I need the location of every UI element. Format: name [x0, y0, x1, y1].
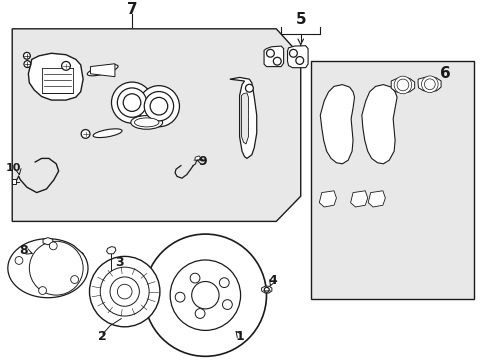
- Circle shape: [150, 98, 167, 115]
- Circle shape: [23, 52, 30, 59]
- Circle shape: [117, 88, 146, 117]
- Polygon shape: [350, 191, 367, 207]
- Text: 4: 4: [268, 274, 277, 287]
- Polygon shape: [12, 179, 16, 184]
- Polygon shape: [43, 238, 53, 245]
- Polygon shape: [195, 156, 200, 160]
- Circle shape: [39, 287, 46, 294]
- Text: 5: 5: [295, 12, 305, 27]
- Circle shape: [144, 91, 173, 121]
- Circle shape: [29, 241, 83, 295]
- Circle shape: [144, 234, 266, 356]
- Text: 3: 3: [115, 256, 123, 269]
- Circle shape: [245, 84, 253, 92]
- Text: 6: 6: [439, 66, 449, 81]
- Ellipse shape: [87, 64, 118, 76]
- Circle shape: [15, 257, 23, 264]
- Circle shape: [170, 260, 240, 330]
- Polygon shape: [229, 77, 256, 158]
- Polygon shape: [287, 46, 307, 68]
- Ellipse shape: [134, 118, 159, 127]
- Circle shape: [49, 242, 57, 250]
- Polygon shape: [12, 29, 300, 221]
- Polygon shape: [264, 46, 283, 67]
- Polygon shape: [390, 77, 414, 93]
- Circle shape: [195, 309, 204, 318]
- Polygon shape: [241, 93, 248, 144]
- Circle shape: [424, 79, 434, 90]
- Text: 9: 9: [198, 155, 207, 168]
- Circle shape: [191, 282, 219, 309]
- Polygon shape: [106, 247, 116, 254]
- Circle shape: [393, 76, 411, 94]
- Text: 10: 10: [6, 163, 21, 174]
- Polygon shape: [310, 61, 473, 299]
- Circle shape: [100, 267, 149, 316]
- Circle shape: [71, 276, 79, 283]
- Ellipse shape: [93, 129, 122, 138]
- Text: 7: 7: [126, 1, 137, 17]
- Circle shape: [110, 277, 139, 306]
- Text: 1: 1: [235, 330, 244, 343]
- Text: 2: 2: [98, 330, 107, 343]
- Ellipse shape: [130, 116, 162, 129]
- Circle shape: [89, 256, 160, 327]
- Circle shape: [81, 130, 90, 138]
- Polygon shape: [320, 85, 354, 164]
- Polygon shape: [261, 286, 271, 293]
- Polygon shape: [90, 64, 115, 77]
- Circle shape: [61, 62, 70, 70]
- Circle shape: [421, 76, 437, 93]
- Circle shape: [24, 60, 31, 68]
- Circle shape: [138, 86, 179, 127]
- Polygon shape: [319, 191, 336, 207]
- Circle shape: [117, 284, 132, 299]
- Circle shape: [123, 94, 141, 111]
- Text: 8: 8: [19, 244, 28, 257]
- Circle shape: [264, 287, 269, 292]
- Circle shape: [175, 292, 184, 302]
- Polygon shape: [361, 85, 396, 164]
- Circle shape: [222, 300, 232, 310]
- Polygon shape: [417, 77, 440, 92]
- Circle shape: [396, 79, 408, 91]
- Circle shape: [219, 278, 229, 288]
- Circle shape: [190, 273, 200, 283]
- Circle shape: [111, 82, 152, 123]
- Polygon shape: [28, 53, 83, 100]
- Polygon shape: [367, 191, 385, 207]
